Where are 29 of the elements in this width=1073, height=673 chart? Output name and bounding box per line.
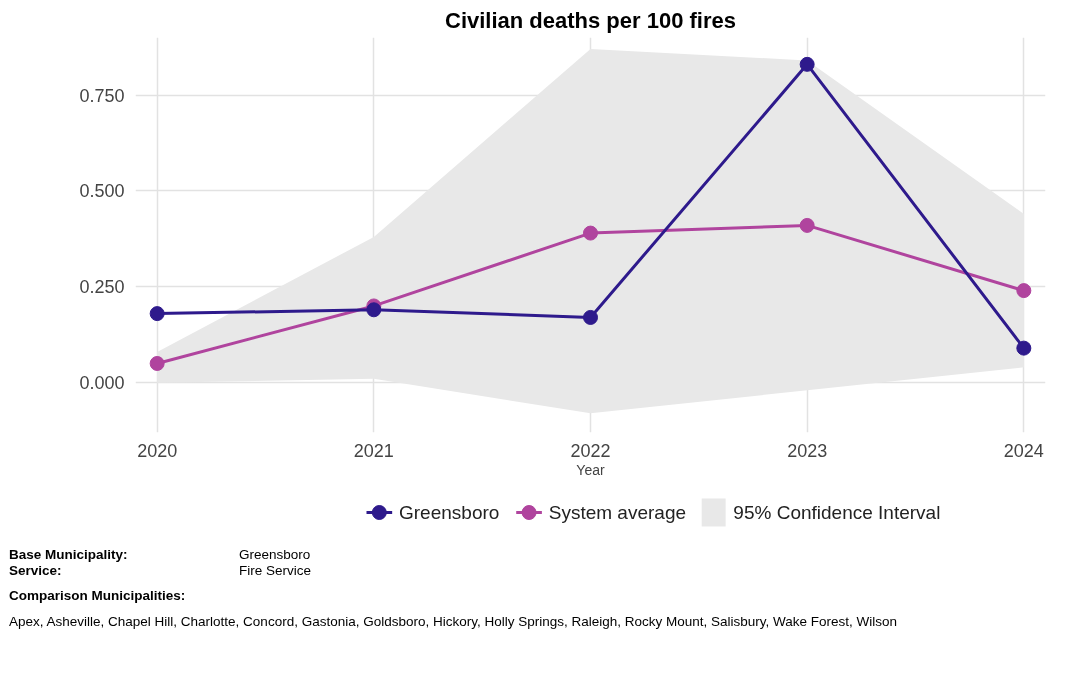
point [366,302,382,318]
text: Greensboro [239,547,311,563]
point [1016,340,1032,356]
text: Service: [9,562,63,579]
point [149,306,165,322]
point [583,225,598,241]
legend-label: 95% Confidence Interval [733,502,941,523]
y-tick-label: 0.250 [79,277,125,298]
x-axis-title: Year [576,461,605,478]
y-tick-label: 0.500 [79,181,125,202]
point [149,355,165,371]
x-tick-label: 2021 [353,440,394,461]
text: Base Municipality: [9,547,129,563]
legend-label: System average [548,502,687,523]
text: Comparison Municipalities: [9,588,187,604]
point [799,56,815,72]
point [1016,283,1032,299]
x-tick-label: 2020 [137,440,178,461]
text: Fire Service [239,562,312,579]
x-tick-label: 2024 [1003,440,1044,461]
x-tick-label: 2022 [570,440,611,461]
text: Apex, Asheville, Chapel Hill, Charlotte, Concord, Gastonia, Goldsboro, Hickory, Holly Springs, Raleigh, Rocky Mount, Salisbury, Wake Forest, Wilson [9,613,898,630]
legend-label: Greensboro [399,502,500,523]
y-tick-label: 0.750 [79,85,125,106]
chart-title: Civilian deaths per 100 fires [444,7,737,33]
point [799,217,815,233]
x-tick-label: 2023 [787,440,828,461]
y-tick-label: 0.000 [79,373,125,394]
point [583,309,598,325]
